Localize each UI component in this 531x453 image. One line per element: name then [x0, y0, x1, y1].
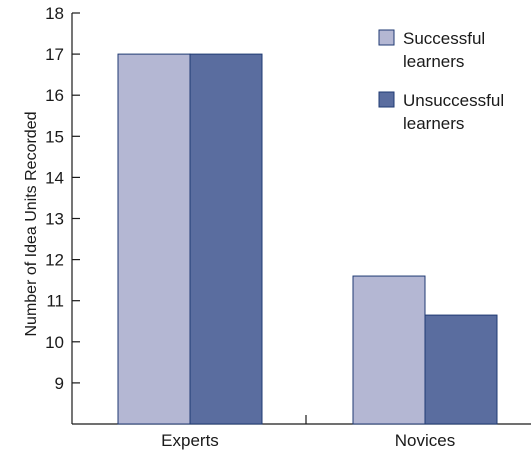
y-tick-label: 10 [45, 333, 64, 352]
legend-label-successful: Successful [403, 29, 485, 48]
x-tick-labels: Experts Novices [161, 431, 455, 450]
y-tick-label: 14 [45, 168, 64, 187]
bar-novices-successful [352, 275, 426, 425]
y-axis-label: Number of Idea Units Recorded [23, 112, 40, 337]
bar-experts-successful [117, 53, 191, 425]
bar-experts-unsuccessful [189, 53, 263, 425]
y-tick-label: 11 [46, 292, 64, 311]
legend-label-unsuccessful: Unsuccessful [403, 91, 504, 110]
y-tick-label: 12 [45, 251, 64, 270]
legend-swatch-unsuccessful [378, 91, 395, 108]
bars [117, 53, 498, 425]
legend-label-unsuccessful: learners [403, 114, 464, 133]
y-ticks: 9 10 11 12 13 14 15 16 17 18 [45, 4, 80, 393]
bar-novices-unsuccessful [424, 314, 498, 425]
y-tick-label: 9 [55, 374, 64, 393]
y-tick-label: 15 [45, 127, 64, 146]
legend-label-successful: learners [403, 52, 464, 71]
x-tick-label-novices: Novices [395, 431, 455, 450]
y-tick-label: 13 [45, 210, 64, 229]
legend: Successful learners Unsuccessful learners [378, 29, 504, 133]
x-tick-label-experts: Experts [161, 431, 219, 450]
y-tick-label: 16 [45, 86, 64, 105]
y-tick-label: 17 [45, 45, 64, 64]
y-tick-label: 18 [45, 4, 64, 23]
legend-swatch-successful [378, 29, 395, 46]
